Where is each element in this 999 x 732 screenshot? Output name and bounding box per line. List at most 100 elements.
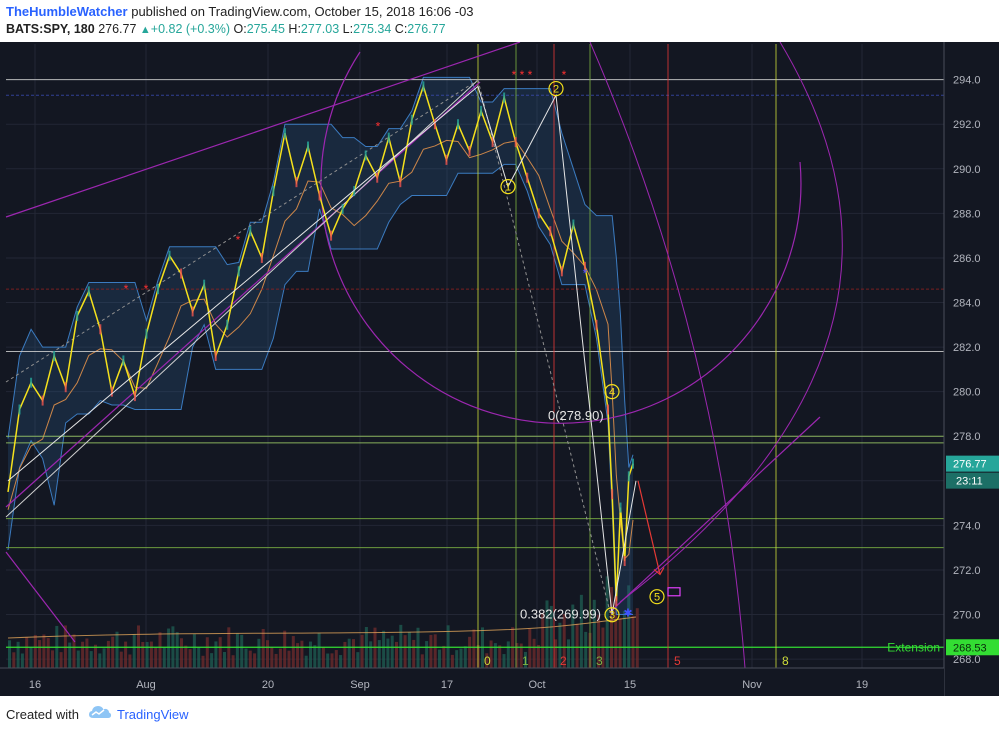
signal-marker: *	[376, 119, 381, 133]
volume-bar	[119, 651, 123, 668]
volume-bar	[425, 641, 429, 668]
volume-bar	[16, 641, 20, 668]
volume-bar	[115, 631, 119, 668]
volume-bar	[244, 648, 248, 668]
volume-bar	[584, 631, 588, 668]
chart-area[interactable]: 0 1 2 3 5 8 1 2 3 4 5 * * * * * * * * * 0(278.90) 0.382(269.9…	[0, 41, 999, 696]
volume-bar	[287, 650, 291, 668]
y-tick-label: 288.0	[953, 208, 981, 220]
price-axis[interactable]: 268.0270.0272.0274.0276.0278.0280.0282.0…	[943, 42, 999, 696]
grid	[6, 44, 944, 668]
volume-bar	[382, 630, 386, 668]
volume-bar	[8, 640, 11, 668]
volume-bar	[317, 633, 321, 668]
volume-bar	[33, 634, 37, 668]
volume-bar	[554, 639, 558, 668]
publish-line: TheHumbleWatcher published on TradingVie…	[6, 4, 474, 19]
volume-bar	[98, 653, 102, 668]
y-tick-label: 284.0	[953, 298, 981, 310]
wave-circle	[604, 384, 620, 400]
volume-bar	[334, 650, 338, 668]
volume-bar	[515, 643, 519, 668]
chart-header: TheHumbleWatcher published on TradingVie…	[0, 0, 999, 42]
volume-bar	[399, 624, 403, 668]
wave-label: 2	[553, 84, 559, 96]
y-tick-label: 270.0	[953, 610, 981, 622]
volume-bar	[377, 640, 381, 668]
volume-bar	[605, 576, 609, 668]
volume-bar	[567, 639, 570, 668]
wave-path	[7, 85, 637, 615]
symbol-label[interactable]: BATS:SPY, 180	[6, 22, 95, 36]
volume-bar	[412, 639, 416, 668]
y-tick-label: 292.0	[953, 119, 981, 131]
volume-bar	[106, 640, 110, 668]
x-tick-label: Aug	[136, 679, 156, 691]
volume-bar	[20, 653, 24, 668]
signal-marker: *	[124, 282, 129, 296]
volume-bar	[266, 640, 269, 668]
volume-bar	[59, 652, 63, 668]
volume-bar	[274, 653, 278, 668]
wave-circle	[500, 179, 516, 195]
fib-retrace-line	[477, 79, 613, 621]
volume-bar	[459, 648, 463, 668]
volume-ma	[7, 616, 637, 639]
volume-bar	[403, 635, 407, 668]
volume-bar	[261, 629, 265, 668]
volume-bar	[128, 654, 132, 668]
fib-label: 0.382(269.99)	[520, 607, 601, 622]
extension-text: Extension	[887, 640, 940, 654]
volume-bar	[102, 648, 106, 668]
volume-bar	[124, 641, 128, 668]
flag-icon	[667, 587, 681, 597]
volume-bar	[76, 650, 80, 668]
price-change: +0.82 (+0.3%)	[150, 22, 231, 36]
tradingview-link[interactable]: TradingView	[117, 707, 189, 722]
volume-bar	[558, 622, 562, 668]
x-tick-label: 15	[624, 679, 636, 691]
volume-bar	[141, 641, 145, 668]
volume-bar	[472, 629, 476, 668]
blue-marker: ✱	[623, 607, 632, 619]
cycle-label: 8	[782, 654, 789, 668]
wave-circle	[604, 607, 620, 623]
volume-bar	[352, 639, 355, 668]
volume-bar	[235, 633, 239, 668]
countdown-tag	[946, 472, 999, 489]
volume-bar	[618, 618, 622, 668]
volume-bar	[502, 654, 506, 668]
volume-bar	[192, 634, 196, 668]
cycle-label: 2	[560, 654, 567, 668]
y-tick-label: 286.0	[953, 253, 981, 265]
volume-bar	[489, 640, 493, 668]
author-link[interactable]: TheHumbleWatcher	[6, 4, 128, 19]
fib-label: 0(278.90)	[548, 408, 604, 423]
volume-bar	[68, 642, 72, 668]
wave-label: 3	[609, 610, 615, 622]
channel-line-lower	[5, 81, 481, 508]
volume-bar	[369, 641, 373, 668]
volume-bar	[347, 638, 351, 668]
published-text: published on TradingView.com, October 15…	[131, 4, 474, 19]
volume-bar	[218, 637, 222, 668]
wave-label: 5	[654, 592, 660, 604]
y-tick-label: 274.0	[953, 520, 981, 532]
volume-bar	[343, 641, 347, 668]
fib-arc-outer	[619, 41, 843, 603]
extension-price-tag	[946, 639, 999, 656]
volume-bar	[627, 585, 631, 668]
volume-bar	[455, 650, 459, 668]
volume-bar	[313, 645, 317, 668]
volume-bar	[85, 638, 89, 668]
volume-bar	[592, 599, 596, 668]
volume-bar	[223, 651, 226, 668]
volume-bar	[180, 638, 183, 668]
volume-bar	[519, 643, 523, 668]
volume-bar	[253, 653, 257, 668]
low-label: L:	[342, 22, 354, 36]
signal-marker: *	[520, 68, 525, 82]
time-axis[interactable]: 16 Aug 20 Sep 17 Oct 15 Nov 19	[0, 667, 944, 696]
volume-bar	[257, 638, 261, 668]
